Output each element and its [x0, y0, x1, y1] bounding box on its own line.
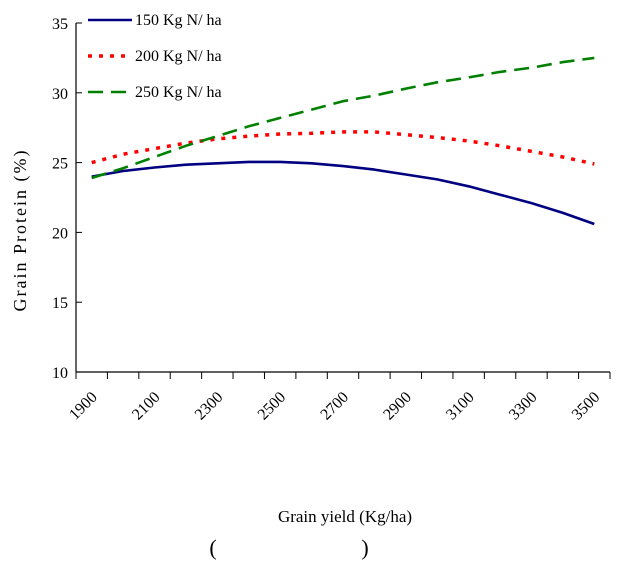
legend-label-1: 150 Kg N/ ha: [135, 12, 222, 29]
series-layer: [91, 56, 595, 226]
axes: 10 15 20 25 30 35 1900 2100 2300 2500 2700 2900 3100…: [52, 16, 611, 424]
x-axis-bracket-close: ): [361, 535, 368, 560]
x-tick-label: 2700: [317, 389, 352, 424]
series-line-2: [91, 130, 595, 166]
y-tick-label: 20: [52, 225, 68, 242]
legend-label-2: 200 Kg N/ ha: [135, 48, 222, 65]
legend-label-3: 250 Kg N/ ha: [135, 84, 222, 101]
x-tick-label: 1900: [66, 389, 101, 424]
series-line-1: [91, 160, 595, 226]
x-tick-label: 3100: [443, 389, 478, 424]
x-tick-label: 2100: [129, 389, 164, 424]
legend: 150 Kg N/ ha 200 Kg N/ ha 250 Kg N/ ha: [88, 12, 222, 101]
y-tick-label: 10: [52, 365, 68, 382]
x-axis-title: Grain yield (Kg/ha): [278, 507, 412, 526]
y-tick-label: 25: [52, 156, 68, 173]
x-tick-label: 3300: [506, 389, 541, 424]
y-tick-label: 35: [52, 16, 68, 33]
x-tick-label: 2500: [255, 389, 290, 424]
x-axis-bracket-open: (: [209, 535, 216, 560]
series-line-3: [91, 56, 595, 180]
y-axis-title: Grain Protein (%): [10, 149, 31, 312]
y-tick-label: 15: [52, 295, 68, 312]
y-tick-label: 30: [52, 86, 68, 103]
x-tick-label: 3500: [569, 389, 604, 424]
x-tick-label: 2900: [380, 389, 415, 424]
x-tick-label: 2300: [192, 389, 227, 424]
